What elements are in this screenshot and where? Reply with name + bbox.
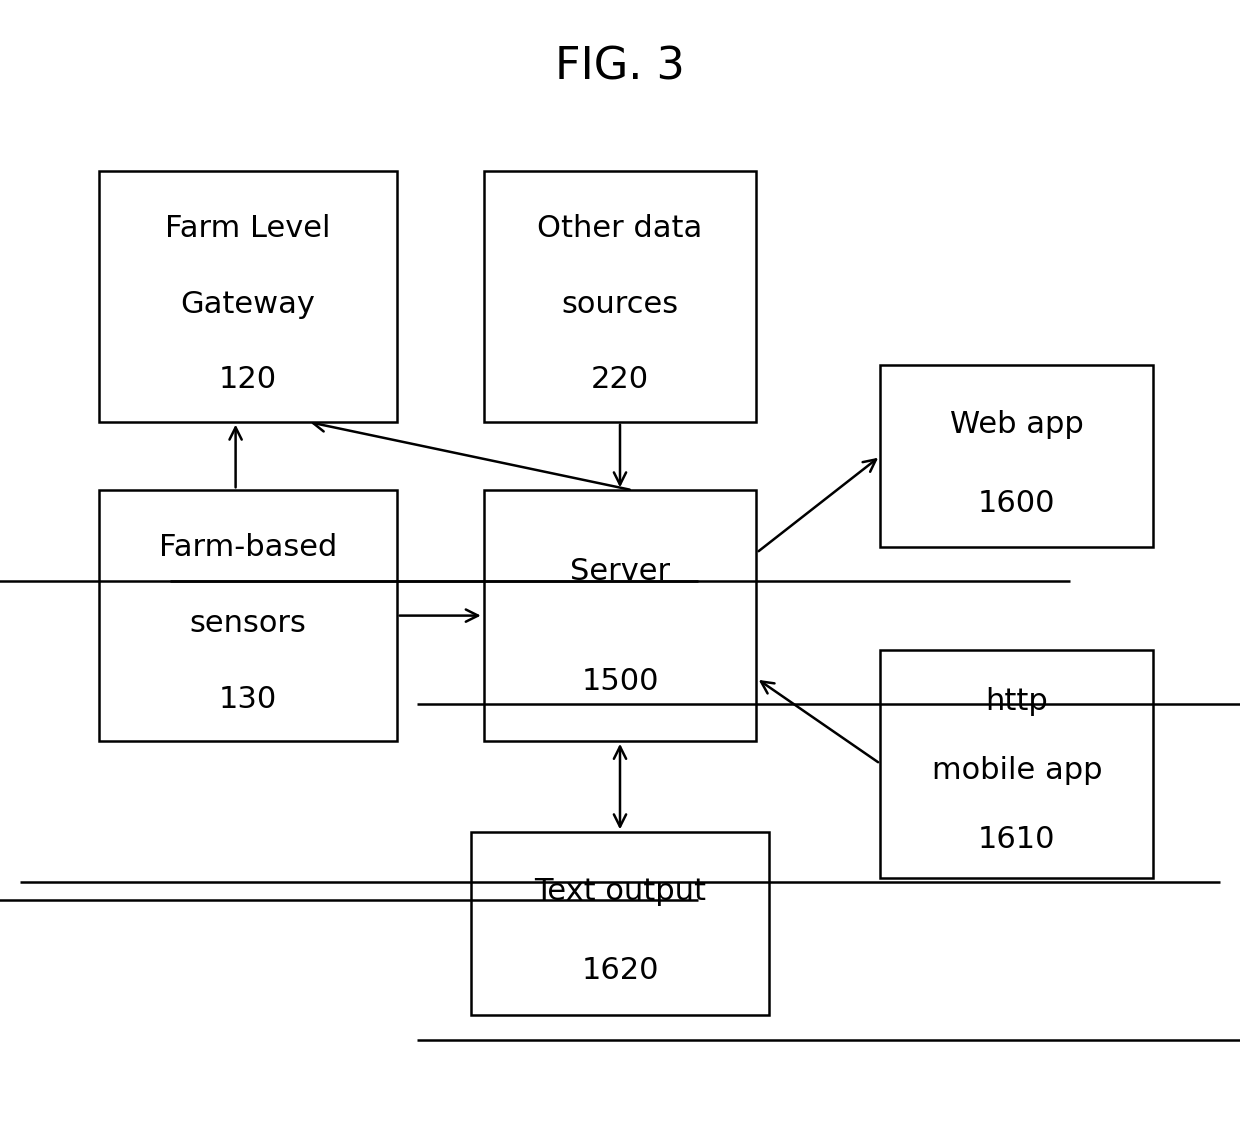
Text: Gateway: Gateway (181, 290, 315, 318)
Bar (880, 365, 1153, 547)
Bar (471, 832, 769, 1015)
Text: Farm Level: Farm Level (165, 213, 331, 243)
Bar (484, 490, 756, 741)
Text: Farm-based: Farm-based (159, 532, 337, 562)
Text: FIG. 3: FIG. 3 (556, 46, 684, 89)
Text: sources: sources (562, 290, 678, 318)
Bar (99, 490, 397, 741)
Bar (880, 650, 1153, 878)
Text: Web app: Web app (950, 409, 1084, 439)
Text: 1500: 1500 (582, 667, 658, 695)
Text: 120: 120 (219, 366, 277, 394)
Text: Server: Server (570, 557, 670, 586)
Text: Other data: Other data (537, 213, 703, 243)
Text: Text output: Text output (534, 877, 706, 906)
Bar (99, 171, 397, 422)
Text: 1620: 1620 (582, 956, 658, 985)
Text: 1610: 1610 (978, 825, 1055, 854)
Text: 220: 220 (591, 366, 649, 394)
Text: 130: 130 (219, 685, 277, 714)
Text: 1600: 1600 (978, 489, 1055, 518)
Text: sensors: sensors (190, 609, 306, 637)
Bar (484, 171, 756, 422)
Text: http: http (986, 687, 1048, 716)
Text: mobile app: mobile app (931, 756, 1102, 785)
